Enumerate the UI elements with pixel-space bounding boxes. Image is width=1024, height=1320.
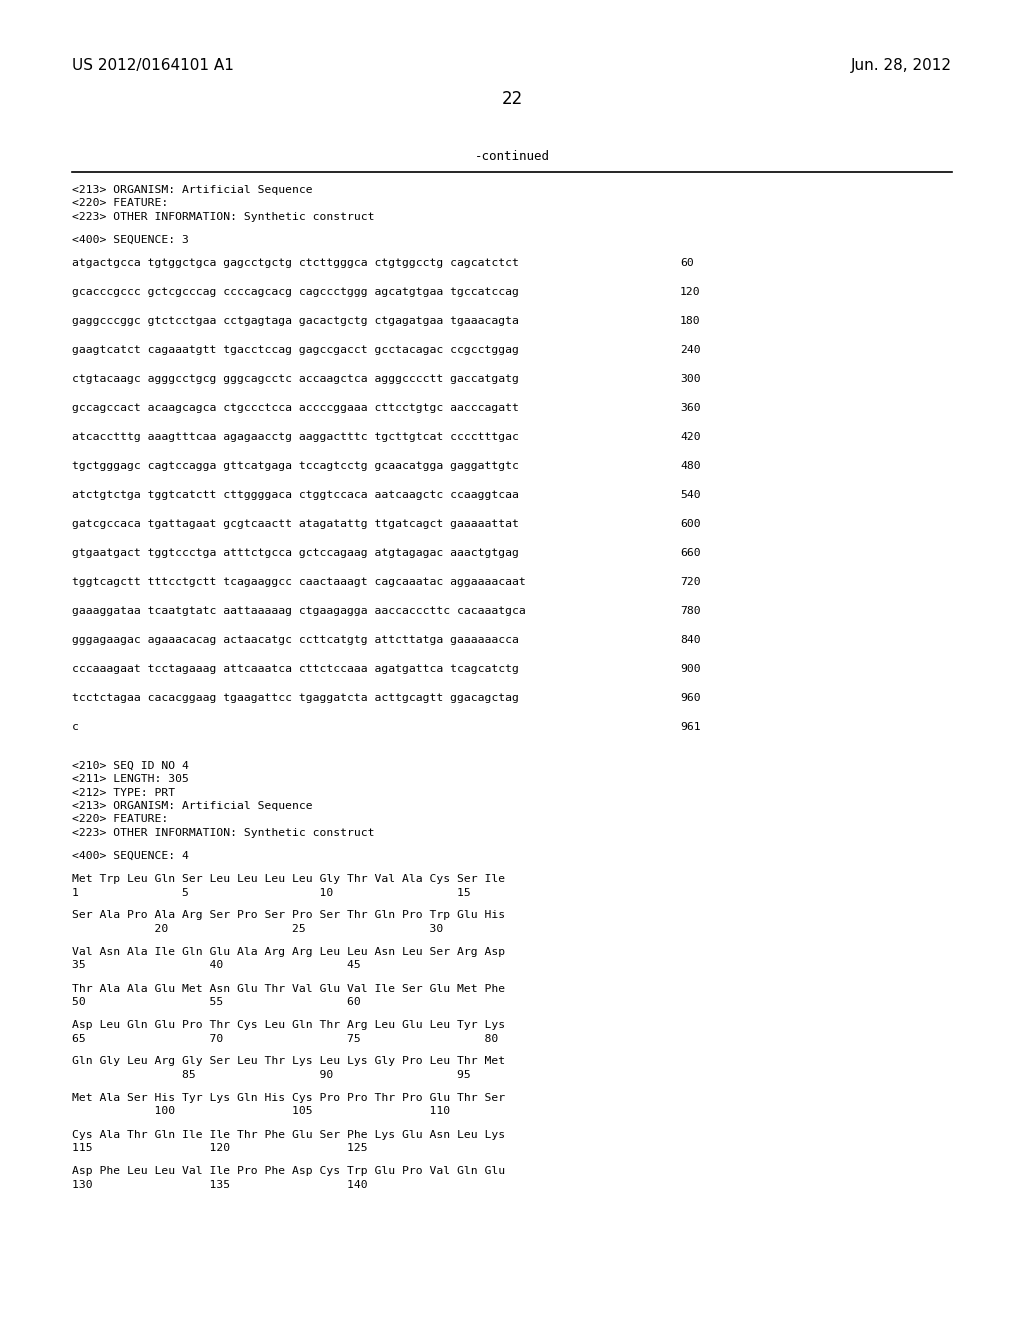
Text: 960: 960 <box>680 693 700 704</box>
Text: 720: 720 <box>680 577 700 587</box>
Text: <223> OTHER INFORMATION: Synthetic construct: <223> OTHER INFORMATION: Synthetic const… <box>72 828 375 838</box>
Text: gcacccgccc gctcgcccag ccccagcacg cagccctggg agcatgtgaa tgccatccag: gcacccgccc gctcgcccag ccccagcacg cagccct… <box>72 286 519 297</box>
Text: 780: 780 <box>680 606 700 616</box>
Text: Gln Gly Leu Arg Gly Ser Leu Thr Lys Leu Lys Gly Pro Leu Thr Met: Gln Gly Leu Arg Gly Ser Leu Thr Lys Leu … <box>72 1056 505 1067</box>
Text: 130                 135                 140: 130 135 140 <box>72 1180 368 1189</box>
Text: Ser Ala Pro Ala Arg Ser Pro Ser Pro Ser Thr Gln Pro Trp Glu His: Ser Ala Pro Ala Arg Ser Pro Ser Pro Ser … <box>72 911 505 920</box>
Text: 240: 240 <box>680 345 700 355</box>
Text: 85                  90                  95: 85 90 95 <box>72 1071 471 1080</box>
Text: atctgtctga tggtcatctt cttggggaca ctggtccaca aatcaagctc ccaaggtcaa: atctgtctga tggtcatctt cttggggaca ctggtcc… <box>72 490 519 500</box>
Text: cccaaagaat tcctagaaag attcaaatca cttctccaaa agatgattca tcagcatctg: cccaaagaat tcctagaaag attcaaatca cttctcc… <box>72 664 519 675</box>
Text: 600: 600 <box>680 519 700 529</box>
Text: Met Ala Ser His Tyr Lys Gln His Cys Pro Pro Thr Pro Glu Thr Ser: Met Ala Ser His Tyr Lys Gln His Cys Pro … <box>72 1093 505 1104</box>
Text: 540: 540 <box>680 490 700 500</box>
Text: 60: 60 <box>680 257 693 268</box>
Text: tcctctagaa cacacggaag tgaagattcc tgaggatcta acttgcagtt ggacagctag: tcctctagaa cacacggaag tgaagattcc tgaggat… <box>72 693 519 704</box>
Text: 1               5                   10                  15: 1 5 10 15 <box>72 887 471 898</box>
Text: Thr Ala Ala Glu Met Asn Glu Thr Val Glu Val Ile Ser Glu Met Phe: Thr Ala Ala Glu Met Asn Glu Thr Val Glu … <box>72 983 505 994</box>
Text: US 2012/0164101 A1: US 2012/0164101 A1 <box>72 58 233 73</box>
Text: 660: 660 <box>680 548 700 558</box>
Text: 115                 120                 125: 115 120 125 <box>72 1143 368 1152</box>
Text: <220> FEATURE:: <220> FEATURE: <box>72 814 168 825</box>
Text: <223> OTHER INFORMATION: Synthetic construct: <223> OTHER INFORMATION: Synthetic const… <box>72 213 375 222</box>
Text: atgactgcca tgtggctgca gagcctgctg ctcttgggca ctgtggcctg cagcatctct: atgactgcca tgtggctgca gagcctgctg ctcttgg… <box>72 257 519 268</box>
Text: Cys Ala Thr Gln Ile Ile Thr Phe Glu Ser Phe Lys Glu Asn Leu Lys: Cys Ala Thr Gln Ile Ile Thr Phe Glu Ser … <box>72 1130 505 1139</box>
Text: <220> FEATURE:: <220> FEATURE: <box>72 198 168 209</box>
Text: gaagtcatct cagaaatgtt tgacctccag gagccgacct gcctacagac ccgcctggag: gaagtcatct cagaaatgtt tgacctccag gagccga… <box>72 345 519 355</box>
Text: 50                  55                  60: 50 55 60 <box>72 997 360 1007</box>
Text: 961: 961 <box>680 722 700 733</box>
Text: gtgaatgact tggtccctga atttctgcca gctccagaag atgtagagac aaactgtgag: gtgaatgact tggtccctga atttctgcca gctccag… <box>72 548 519 558</box>
Text: 35                  40                  45: 35 40 45 <box>72 961 360 970</box>
Text: <400> SEQUENCE: 3: <400> SEQUENCE: 3 <box>72 235 188 246</box>
Text: Jun. 28, 2012: Jun. 28, 2012 <box>851 58 952 73</box>
Text: <213> ORGANISM: Artificial Sequence: <213> ORGANISM: Artificial Sequence <box>72 801 312 810</box>
Text: <400> SEQUENCE: 4: <400> SEQUENCE: 4 <box>72 851 188 861</box>
Text: <210> SEQ ID NO 4: <210> SEQ ID NO 4 <box>72 760 188 771</box>
Text: 900: 900 <box>680 664 700 675</box>
Text: gatcgccaca tgattagaat gcgtcaactt atagatattg ttgatcagct gaaaaattat: gatcgccaca tgattagaat gcgtcaactt atagata… <box>72 519 519 529</box>
Text: <211> LENGTH: 305: <211> LENGTH: 305 <box>72 774 188 784</box>
Text: <212> TYPE: PRT: <212> TYPE: PRT <box>72 788 175 797</box>
Text: <213> ORGANISM: Artificial Sequence: <213> ORGANISM: Artificial Sequence <box>72 185 312 195</box>
Text: gggagaagac agaaacacag actaacatgc ccttcatgtg attcttatga gaaaaaacca: gggagaagac agaaacacag actaacatgc ccttcat… <box>72 635 519 645</box>
Text: 180: 180 <box>680 315 700 326</box>
Text: 20                  25                  30: 20 25 30 <box>72 924 443 935</box>
Text: 100                 105                 110: 100 105 110 <box>72 1106 451 1117</box>
Text: ctgtacaagc agggcctgcg gggcagcctc accaagctca agggcccctt gaccatgatg: ctgtacaagc agggcctgcg gggcagcctc accaagc… <box>72 374 519 384</box>
Text: 420: 420 <box>680 432 700 442</box>
Text: -continued: -continued <box>474 150 550 162</box>
Text: gaggcccggc gtctcctgaa cctgagtaga gacactgctg ctgagatgaa tgaaacagta: gaggcccggc gtctcctgaa cctgagtaga gacactg… <box>72 315 519 326</box>
Text: Asp Phe Leu Leu Val Ile Pro Phe Asp Cys Trp Glu Pro Val Gln Glu: Asp Phe Leu Leu Val Ile Pro Phe Asp Cys … <box>72 1166 505 1176</box>
Text: tgctgggagc cagtccagga gttcatgaga tccagtcctg gcaacatgga gaggattgtc: tgctgggagc cagtccagga gttcatgaga tccagtc… <box>72 461 519 471</box>
Text: 480: 480 <box>680 461 700 471</box>
Text: 22: 22 <box>502 90 522 108</box>
Text: Val Asn Ala Ile Gln Glu Ala Arg Arg Leu Leu Asn Leu Ser Arg Asp: Val Asn Ala Ile Gln Glu Ala Arg Arg Leu … <box>72 946 505 957</box>
Text: c: c <box>72 722 79 733</box>
Text: Met Trp Leu Gln Ser Leu Leu Leu Leu Gly Thr Val Ala Cys Ser Ile: Met Trp Leu Gln Ser Leu Leu Leu Leu Gly … <box>72 874 505 884</box>
Text: gccagccact acaagcagca ctgccctcca accccggaaa cttcctgtgc aacccagatt: gccagccact acaagcagca ctgccctcca accccgg… <box>72 403 519 413</box>
Text: 300: 300 <box>680 374 700 384</box>
Text: atcacctttg aaagtttcaa agagaacctg aaggactttc tgcttgtcat cccctttgac: atcacctttg aaagtttcaa agagaacctg aaggact… <box>72 432 519 442</box>
Text: 840: 840 <box>680 635 700 645</box>
Text: tggtcagctt tttcctgctt tcagaaggcc caactaaagt cagcaaatac aggaaaacaat: tggtcagctt tttcctgctt tcagaaggcc caactaa… <box>72 577 525 587</box>
Text: Asp Leu Gln Glu Pro Thr Cys Leu Gln Thr Arg Leu Glu Leu Tyr Lys: Asp Leu Gln Glu Pro Thr Cys Leu Gln Thr … <box>72 1020 505 1030</box>
Text: 65                  70                  75                  80: 65 70 75 80 <box>72 1034 499 1044</box>
Text: 120: 120 <box>680 286 700 297</box>
Text: 360: 360 <box>680 403 700 413</box>
Text: gaaaggataa tcaatgtatc aattaaaaag ctgaagagga aaccacccttc cacaaatgca: gaaaggataa tcaatgtatc aattaaaaag ctgaaga… <box>72 606 525 616</box>
